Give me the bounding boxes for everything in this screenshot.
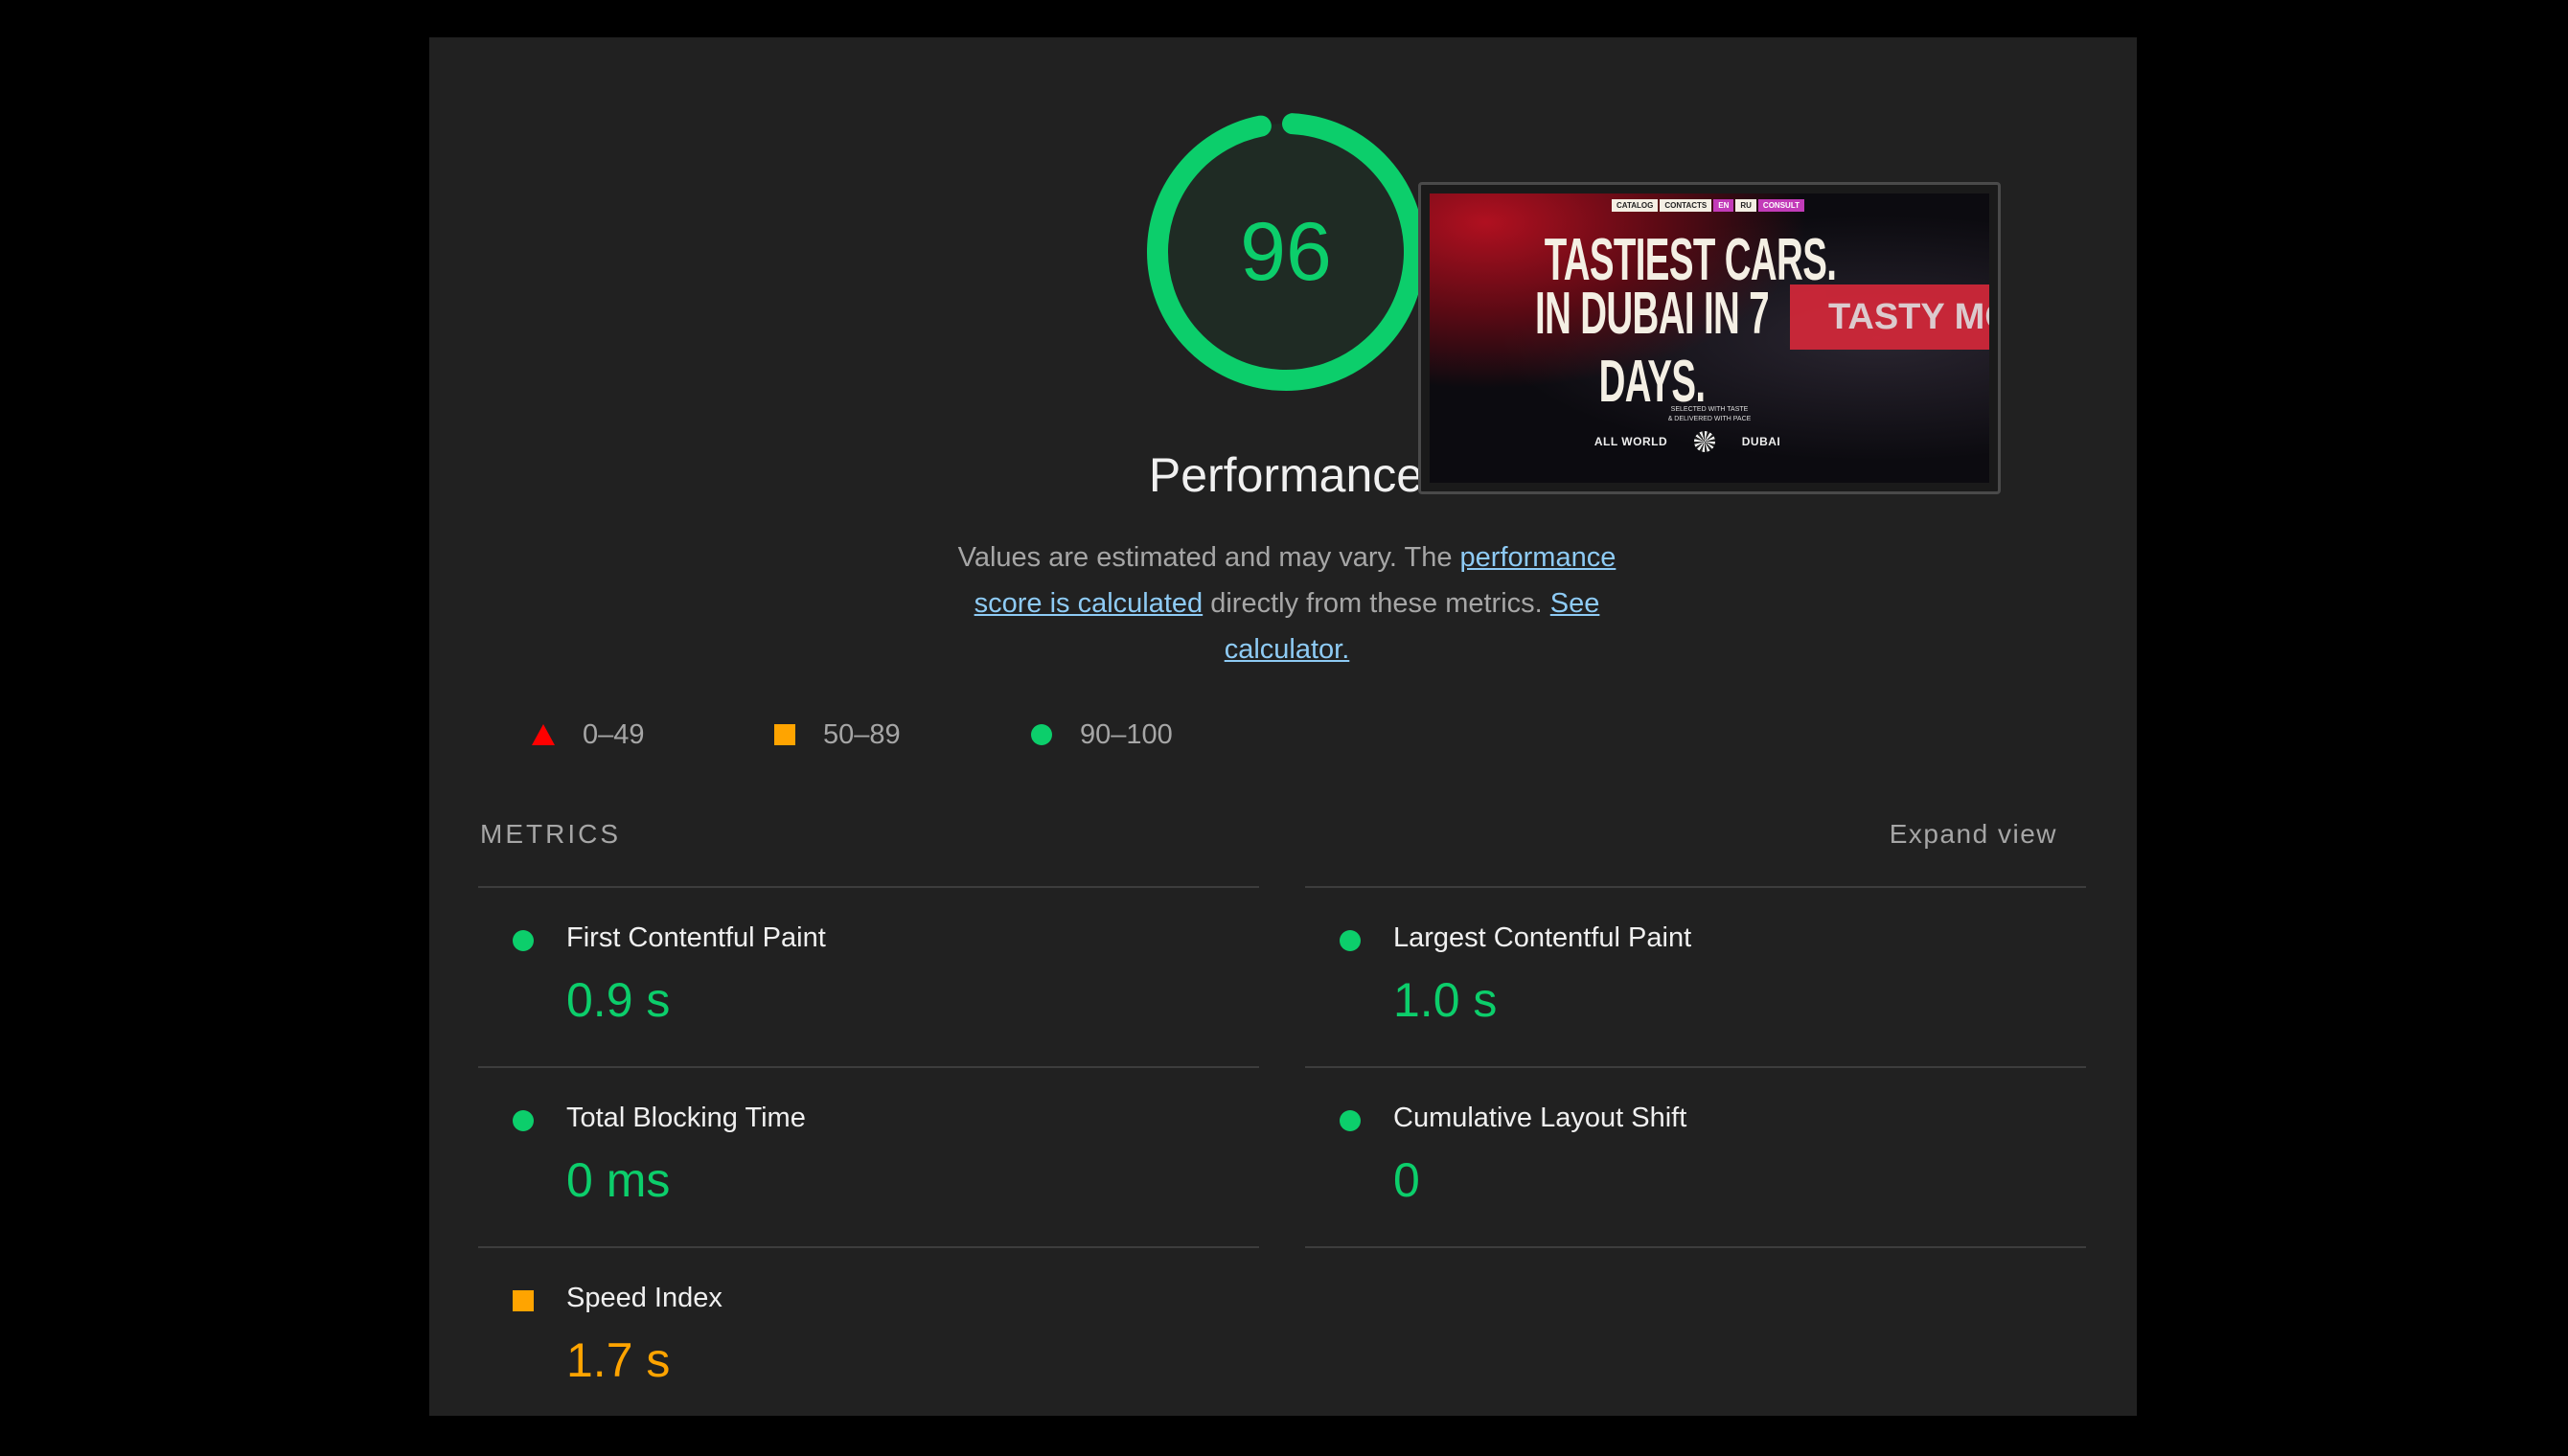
metric-name: Largest Contentful Paint (1393, 922, 1692, 953)
metric-name: Cumulative Layout Shift (1393, 1103, 1687, 1133)
legend-average: 50–89 (773, 716, 901, 754)
metric-name: First Contentful Paint (566, 922, 826, 953)
metric-item: Cumulative Layout Shift 0 (1305, 1068, 2086, 1246)
metric-value: 0 (1393, 1153, 1420, 1207)
divider (478, 1066, 1259, 1068)
circle-icon (1340, 930, 1361, 951)
screenshot-headline: IN DUBAI IN 7 DAYS. (1535, 281, 1770, 415)
expand-view-button[interactable]: Expand view (1889, 819, 2057, 849)
score-calculated-link[interactable]: performance score is calculated (974, 542, 1616, 619)
legend-label: 0–49 (583, 718, 645, 750)
metric-item: Largest Contentful Paint 1.0 s (1305, 888, 2086, 1066)
circle-icon (1340, 1110, 1361, 1131)
screenshot-tagline: SELECTED WITH TASTE (1670, 406, 1749, 413)
metric-name: Total Blocking Time (566, 1103, 806, 1133)
divider (1305, 1066, 2086, 1068)
metric-item: Speed Index 1.7 s (478, 1248, 1259, 1426)
metric-item: First Contentful Paint 0.9 s (478, 888, 1259, 1066)
nav-item: EN (1713, 199, 1734, 212)
nav-item: RU (1735, 199, 1756, 212)
square-icon (513, 1290, 534, 1311)
circle-icon (513, 930, 534, 951)
see-calculator-link[interactable]: See calculator. (1224, 588, 1600, 665)
score-gauge: 96 (1144, 110, 1428, 394)
screenshot-banner: TASTY MO (1790, 284, 1989, 350)
circle-icon (513, 1110, 534, 1131)
legend-fail: 0–49 (531, 716, 645, 754)
screenshot-tagline: & DELIVERED WITH PACE (1667, 416, 1752, 422)
score-value: 96 (1240, 206, 1332, 298)
legend-pass: 90–100 (1030, 716, 1173, 754)
divider (1305, 886, 2086, 888)
divider (1305, 1246, 2086, 1248)
legend-label: 90–100 (1080, 718, 1173, 750)
description-text: directly from these metrics. (1203, 588, 1550, 619)
screenshot-label: DUBAI (1741, 435, 1781, 448)
metric-value: 0 ms (566, 1153, 671, 1207)
metrics-heading: METRICS (480, 819, 621, 849)
screenshot-image: CATALOG CONTACTS EN RU CONSULT TASTY MO … (1430, 193, 1989, 483)
performance-panel: 96 Performance Values are estimated and … (429, 37, 2137, 1416)
metric-name: Speed Index (566, 1283, 722, 1313)
screenshot-headline: TASTIEST CARS. (1544, 227, 1837, 293)
screenshot-nav: CATALOG CONTACTS EN RU CONSULT (1612, 199, 1804, 212)
divider (478, 886, 1259, 888)
description-text: Values are estimated and may vary. The (957, 542, 1460, 573)
nav-item: CONTACTS (1660, 199, 1712, 212)
logo-icon (1694, 431, 1715, 452)
category-title: Performance (1148, 448, 1424, 502)
metric-value: 0.9 s (566, 973, 671, 1027)
square-icon (774, 724, 795, 745)
nav-item: CONSULT (1757, 199, 1804, 212)
gauge-ring (1147, 113, 1425, 391)
divider (478, 1246, 1259, 1248)
circle-icon (1031, 724, 1052, 745)
metric-value: 1.7 s (566, 1333, 671, 1387)
screenshot-label: ALL WORLD (1594, 435, 1668, 448)
score-description: Values are estimated and may vary. The p… (928, 535, 1646, 672)
nav-item: CATALOG (1612, 199, 1659, 212)
metric-value: 1.0 s (1393, 973, 1498, 1027)
final-screenshot[interactable]: CATALOG CONTACTS EN RU CONSULT TASTY MO … (1418, 182, 2001, 494)
metric-item: Total Blocking Time 0 ms (478, 1068, 1259, 1246)
triangle-icon (532, 724, 555, 745)
legend-label: 50–89 (823, 718, 901, 750)
